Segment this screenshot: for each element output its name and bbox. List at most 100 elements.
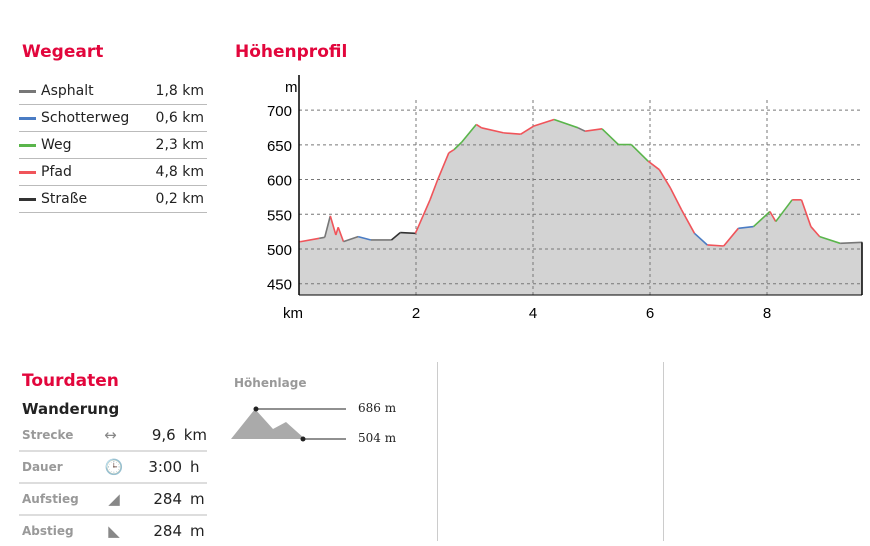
elevation-area — [299, 119, 863, 295]
profile-segment — [390, 231, 401, 241]
tour-row: Abstieg ◣ 284 m — [19, 515, 207, 546]
tour-label: Strecke — [22, 427, 74, 442]
profile-segment — [680, 209, 696, 234]
profile-segment — [810, 226, 821, 238]
profile-segment — [448, 148, 455, 154]
profile-segment — [429, 179, 439, 201]
legend-item: Straße 0,2 km — [19, 186, 207, 213]
profile-segment — [553, 118, 579, 129]
profile-segment — [753, 210, 771, 228]
legend-value: 0,2 km — [155, 191, 204, 207]
legend-item: Asphalt 1,8 km — [19, 78, 207, 105]
min-elevation: 504 m — [358, 431, 397, 445]
legend-label: Pfad — [41, 164, 72, 180]
legend-label: Schotterweg — [41, 110, 130, 126]
profile-segment — [601, 128, 619, 146]
dauer-icon: 🕒 — [104, 457, 124, 476]
line-swatch-icon — [19, 116, 36, 120]
profile-segment — [840, 241, 863, 245]
tour-row: Strecke ↔ 9,6 km — [19, 419, 207, 452]
divider — [437, 362, 438, 541]
tour-row: Aufstieg ◢ 284 m — [19, 483, 207, 516]
tour-unit: m — [190, 489, 205, 508]
line-swatch-icon — [19, 197, 36, 201]
tour-row: Dauer 🕒 3:00 h — [19, 451, 207, 484]
profile-segment — [775, 199, 793, 223]
profile-segment — [738, 225, 754, 230]
profile-segment — [819, 235, 841, 245]
profile-segment — [319, 236, 325, 240]
tour-value: 3:00 — [148, 457, 182, 476]
profile-segment — [323, 215, 332, 238]
tour-value: 284 — [153, 489, 182, 508]
tour-label: Dauer — [22, 459, 63, 474]
profile-segment — [520, 125, 535, 135]
profile-segment — [481, 127, 504, 134]
legend-value: 1,8 km — [155, 83, 204, 99]
profile-segment — [329, 215, 337, 236]
profile-segment — [630, 143, 649, 162]
profile-segment — [577, 127, 586, 132]
profile-segment — [343, 235, 359, 243]
divider — [663, 362, 664, 541]
legend-item: Schotterweg 0,6 km — [19, 105, 207, 132]
hoehenlage-title: Höhenlage — [234, 376, 307, 390]
y-tick-label: 700 — [267, 103, 292, 120]
profile-segment — [475, 123, 482, 129]
tour-label: Aufstieg — [22, 491, 79, 506]
profile-segment — [647, 160, 660, 171]
tour-unit: m — [190, 521, 205, 540]
tourdaten-title: Tourdaten — [22, 371, 119, 391]
tour-type: Wanderung — [22, 400, 120, 418]
profile-segment — [337, 226, 345, 242]
y-tick-label: 650 — [267, 138, 292, 155]
legend-item: Pfad 4,8 km — [19, 159, 207, 186]
legend-value: 0,6 km — [155, 110, 204, 126]
line-swatch-icon — [19, 170, 36, 174]
y-tick-label: 450 — [267, 277, 292, 294]
x-tick-label: 6 — [646, 305, 654, 322]
profile-segment — [533, 118, 555, 127]
profile-segment — [723, 227, 739, 247]
tour-unit: km — [183, 425, 207, 444]
legend-label: Weg — [41, 137, 72, 153]
tour-value: 9,6 — [151, 425, 176, 444]
y-tick-label: 500 — [267, 242, 292, 259]
profile-segment — [800, 199, 812, 227]
legend-value: 4,8 km — [155, 164, 204, 180]
aufstieg-icon: ◢ — [108, 489, 120, 508]
profile-segment — [357, 235, 372, 241]
strecke-icon: ↔ — [104, 425, 117, 444]
profile-segment — [584, 128, 603, 133]
x-tick-label: 2 — [412, 305, 420, 322]
tour-label: Abstieg — [22, 523, 74, 538]
y-tick-label: 600 — [267, 173, 292, 190]
tour-value: 284 — [153, 521, 182, 540]
max-elevation: 686 m — [358, 401, 397, 415]
x-tick-label: 8 — [763, 305, 771, 322]
profile-segment — [414, 199, 431, 234]
legend-label: Asphalt — [41, 83, 94, 99]
profile-segment — [769, 211, 777, 222]
profile-segment — [400, 231, 416, 235]
y-axis-unit: m — [285, 79, 298, 96]
legend-value: 2,3 km — [155, 137, 204, 153]
tour-unit: h — [190, 457, 200, 476]
legend-item: Weg 2,3 km — [19, 132, 207, 159]
line-swatch-icon — [19, 143, 36, 147]
chart-title: Höhenprofil — [235, 42, 348, 62]
elevation-chart: 450 500 550 600 650 700 2 4 6 8 m km — [267, 75, 863, 322]
line-swatch-icon — [19, 89, 36, 93]
legend-label: Straße — [41, 191, 88, 207]
x-tick-label: 4 — [529, 305, 537, 322]
profile-segment — [300, 237, 320, 243]
profile-segment — [658, 169, 672, 189]
profile-segment — [707, 244, 724, 247]
profile-segment — [453, 141, 463, 151]
profile-segment — [669, 187, 683, 211]
profile-segment — [461, 123, 477, 143]
profile-segment — [335, 227, 339, 236]
profile-segment — [436, 152, 450, 181]
abstieg-icon: ◣ — [108, 521, 120, 540]
profile-segment — [693, 232, 708, 246]
